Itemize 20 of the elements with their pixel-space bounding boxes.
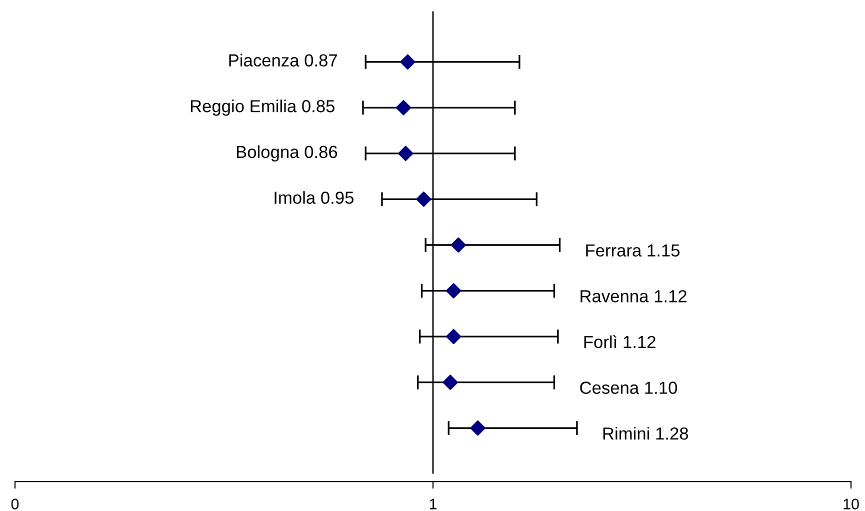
- y-tick-label: Piacenza 0.87: [229, 54, 337, 67]
- x-tick-label: 10: [844, 498, 859, 510]
- y-tick-label: Rimini 1.28: [603, 426, 688, 440]
- y-tick-label: Ravenna 1.12: [580, 290, 686, 302]
- x-tick-label: 1: [430, 498, 437, 510]
- y-tick-label: Cesena 1.10: [580, 382, 678, 394]
- point: [398, 146, 414, 162]
- point: [400, 54, 416, 70]
- y-tick-label: Bologna 0.86: [236, 145, 338, 162]
- y-tick-label: Ferrara 1.15: [586, 244, 680, 257]
- point: [450, 237, 466, 253]
- point: [446, 283, 462, 298]
- y-tick-label: Forlì 1.12: [584, 335, 656, 348]
- point: [396, 100, 412, 116]
- point: [442, 374, 458, 390]
- point: [416, 192, 432, 207]
- x-tick-label: 0: [11, 498, 19, 510]
- y-tick-label: Imola 0.95: [274, 191, 354, 204]
- y-tick-label: Reggio Emilia 0.85: [190, 100, 334, 116]
- point: [446, 328, 462, 344]
